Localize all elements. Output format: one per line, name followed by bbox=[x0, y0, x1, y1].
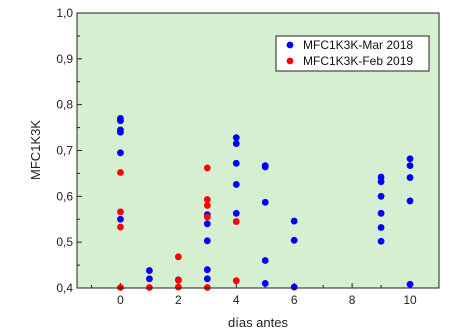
data-point-mar-2018 bbox=[377, 224, 385, 231]
data-point-feb-2019 bbox=[117, 208, 124, 216]
data-point-mar-2018 bbox=[203, 266, 211, 274]
data-point-mar-2018 bbox=[203, 275, 211, 283]
data-point-mar-2018 bbox=[203, 237, 211, 245]
y-tick-label: 0,6 bbox=[56, 189, 73, 203]
data-point-feb-2019 bbox=[117, 223, 124, 231]
data-point-feb-2019 bbox=[203, 196, 211, 203]
x-axis-label: días antes bbox=[228, 315, 288, 330]
data-point-mar-2018 bbox=[290, 236, 298, 244]
legend-label-feb-2019: MFC1K3K-Feb 2019 bbox=[303, 54, 413, 68]
x-tick-label: 6 bbox=[291, 293, 298, 307]
y-tick-labels: 0,4 0,5 0,6 0,7 0,8 0,9 1,0 bbox=[56, 6, 73, 295]
data-point-mar-2018 bbox=[406, 197, 414, 205]
y-tick-label: 0,9 bbox=[56, 52, 73, 66]
data-point-mar-2018 bbox=[261, 280, 269, 287]
legend-marker-mar-2018 bbox=[286, 41, 294, 49]
data-point-mar-2018 bbox=[232, 209, 240, 217]
legend: MFC1K3K-Mar 2018 MFC1K3K-Feb 2019 bbox=[275, 35, 430, 72]
x-tick-label: 4 bbox=[233, 293, 240, 307]
data-point-mar-2018 bbox=[232, 159, 240, 167]
data-point-mar-2018 bbox=[117, 149, 124, 157]
legend-marker-feb-2019 bbox=[286, 57, 294, 65]
data-point-feb-2019 bbox=[174, 253, 182, 261]
data-point-mar-2018 bbox=[146, 267, 153, 274]
data-point-feb-2019 bbox=[203, 213, 211, 221]
x-tick-label: 8 bbox=[349, 293, 356, 307]
data-point-mar-2018 bbox=[232, 181, 240, 188]
y-tick-label: 0,7 bbox=[56, 144, 73, 158]
data-point-mar-2018 bbox=[377, 192, 385, 200]
data-point-mar-2018 bbox=[117, 117, 124, 125]
data-point-mar-2018 bbox=[406, 162, 414, 170]
data-point-mar-2018 bbox=[261, 257, 269, 264]
data-point-mar-2018 bbox=[232, 134, 240, 142]
data-point-mar-2018 bbox=[261, 198, 269, 206]
data-point-feb-2019 bbox=[232, 218, 240, 225]
data-point-mar-2018 bbox=[406, 280, 414, 288]
data-point-mar-2018 bbox=[377, 209, 385, 217]
data-point-feb-2019 bbox=[203, 164, 211, 172]
data-point-mar-2018 bbox=[290, 283, 298, 291]
data-point-feb-2019 bbox=[203, 202, 211, 209]
legend-label-mar-2018: MFC1K3K-Mar 2018 bbox=[303, 38, 413, 52]
y-axis-label: MFC1K3K bbox=[28, 120, 43, 180]
x-tick-label: 2 bbox=[175, 293, 182, 307]
data-point-mar-2018 bbox=[377, 178, 385, 186]
data-point-feb-2019 bbox=[174, 283, 182, 291]
data-point-mar-2018 bbox=[377, 237, 385, 245]
data-point-mar-2018 bbox=[290, 217, 298, 225]
x-tick-label: 0 bbox=[117, 293, 124, 307]
x-tick-label: 10 bbox=[403, 293, 417, 307]
legend-box bbox=[275, 35, 430, 72]
data-point-feb-2019 bbox=[117, 169, 124, 176]
data-point-mar-2018 bbox=[117, 128, 124, 136]
data-point-mar-2018 bbox=[117, 215, 124, 223]
y-tick-label: 0,5 bbox=[56, 235, 73, 249]
data-points bbox=[117, 115, 414, 291]
data-point-mar-2018 bbox=[203, 220, 211, 228]
y-tick-label: 0,8 bbox=[56, 98, 73, 112]
y-tick-label: 1,0 bbox=[56, 6, 73, 20]
data-point-mar-2018 bbox=[261, 163, 269, 171]
data-point-feb-2019 bbox=[174, 276, 182, 284]
y-tick-label: 0,4 bbox=[56, 281, 73, 295]
plot-frame bbox=[76, 12, 440, 289]
data-point-mar-2018 bbox=[232, 140, 240, 148]
data-point-mar-2018 bbox=[406, 174, 414, 181]
data-point-mar-2018 bbox=[146, 275, 153, 283]
data-point-mar-2018 bbox=[406, 155, 414, 163]
data-point-feb-2019 bbox=[232, 277, 240, 285]
x-tick-labels: 0 2 4 6 8 10 bbox=[117, 293, 417, 307]
